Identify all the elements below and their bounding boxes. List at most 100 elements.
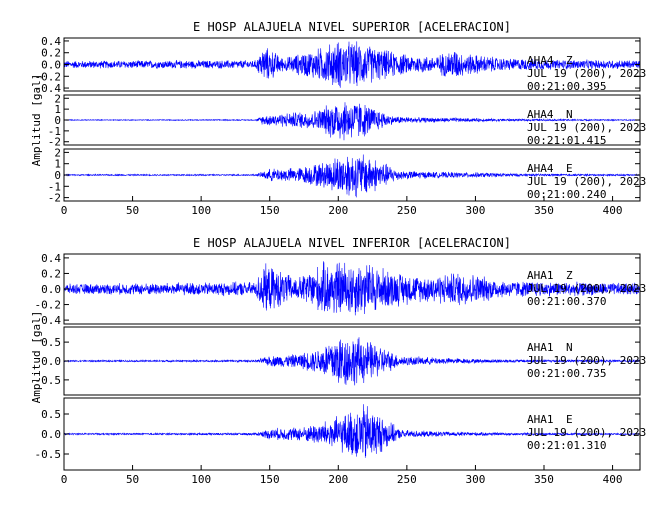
- y-tick-label: -0.5: [35, 374, 62, 387]
- bottom-panel-n-trace: [64, 337, 640, 386]
- top-ylabel: Amplitud [gal]: [30, 74, 43, 167]
- top-panel-n-component: N: [566, 108, 573, 121]
- bottom-panel-z-trace: [64, 261, 640, 316]
- top-panel-e-component: E: [566, 162, 573, 175]
- bottom-title: E HOSP ALAJUELA NIVEL INFERIOR [ACELERAC…: [193, 236, 511, 250]
- x-tick-label: 400: [603, 473, 623, 486]
- bottom-panel-z-time: 00:21:00.370: [527, 295, 606, 308]
- x-tick-label: 100: [191, 473, 211, 486]
- bottom-panel-n-component: N: [566, 341, 573, 354]
- y-tick-label: 0.0: [41, 355, 61, 368]
- y-tick-label: 1: [54, 158, 61, 171]
- bottom-panel-n-yticks: 0.5 0.0 -0.5: [35, 336, 640, 387]
- top-panel-z-date: JUL 19 (200), 2023: [527, 67, 646, 80]
- bottom-panel-e: 0.5 0.0 -0.5 AHA1 E JUL 19 (200), 2023 00:…: [35, 397, 646, 471]
- y-tick-label: 0.5: [41, 408, 61, 421]
- bottom-panel-z-date: JUL 19 (200), 2023: [527, 282, 646, 295]
- y-tick-label: -2: [48, 136, 61, 149]
- x-tick-label: 350: [534, 204, 554, 217]
- top-panel-z-yticks: 0.40.20.0-0.2-0.4: [35, 35, 640, 95]
- y-tick-label: 2: [54, 146, 61, 159]
- x-tick-label: 0: [61, 473, 68, 486]
- y-tick-label: -0.5: [35, 448, 62, 461]
- top-panel-n-trace: [64, 102, 640, 141]
- bottom-panel-n-station: AHA1: [527, 341, 554, 354]
- y-tick-label: -1: [48, 180, 61, 193]
- top-xticks: 0 50 100 150 200 250 300 350 400: [61, 196, 623, 217]
- y-tick-label: -2: [48, 192, 61, 205]
- x-tick-label: 150: [260, 473, 280, 486]
- y-tick-label: 0.4: [41, 35, 61, 48]
- waveform-line: [64, 102, 640, 141]
- x-tick-label: 150: [260, 204, 280, 217]
- x-tick-label: 250: [397, 204, 417, 217]
- y-tick-label: 0.4: [41, 252, 61, 265]
- bottom-panel-e-component: E: [566, 413, 573, 426]
- bottom-panel-e-trace: [64, 404, 640, 458]
- y-tick-label: -1: [48, 125, 61, 138]
- bottom-panel-z-yticks: 0.4 0.2 0.0 -0.2 -0.4: [35, 252, 640, 327]
- y-tick-label: 0.0: [41, 428, 61, 441]
- y-tick-label: -0.2: [35, 299, 62, 312]
- top-panel-z-trace: [64, 41, 640, 88]
- waveform-line: [64, 261, 640, 316]
- y-tick-label: 0.0: [41, 283, 61, 296]
- top-panel-e-yticks: 210-1-2: [48, 146, 640, 205]
- y-tick-label: 0.0: [41, 59, 61, 72]
- y-tick-label: -0.4: [35, 82, 62, 95]
- waveform-line: [64, 41, 640, 88]
- y-tick-label: 0: [54, 114, 61, 127]
- top-title: E HOSP ALAJUELA NIVEL SUPERIOR [ACELERAC…: [193, 20, 511, 34]
- x-tick-label: 200: [328, 204, 348, 217]
- x-tick-label: 100: [191, 204, 211, 217]
- top-panel-z-component: Z: [566, 54, 573, 67]
- x-tick-label: 350: [534, 473, 554, 486]
- top-panel-n-yticks: 210-1-2: [48, 92, 640, 149]
- y-tick-label: 0.5: [41, 336, 61, 349]
- bottom-xticks: 0 50 100 150 200 250 300 350 400: [61, 465, 623, 486]
- x-tick-label: 0: [61, 204, 68, 217]
- waveform-line: [64, 337, 640, 386]
- x-tick-label: 50: [126, 473, 139, 486]
- top-panel-n-date: JUL 19 (200), 2023: [527, 121, 646, 134]
- bottom-panel-z-station: AHA1: [527, 269, 554, 282]
- top-panel-e-time: 00:21:00.240: [527, 188, 606, 201]
- bottom-ylabel: Amplitud [gal]: [30, 311, 43, 404]
- x-tick-label: 300: [465, 473, 485, 486]
- bottom-panel-n-date: JUL 19 (200), 2023: [527, 354, 646, 367]
- waveform-line: [64, 404, 640, 458]
- x-tick-label: 200: [328, 473, 348, 486]
- top-panel-n: 210-1-2 AHA4 N JUL 19 (200), 2023 00:21:…: [48, 92, 646, 148]
- x-tick-label: 300: [465, 204, 485, 217]
- y-tick-label: 0.2: [41, 47, 61, 60]
- top-panel-z: 0.40.20.0-0.2-0.4 AHA4 Z JUL 19 (200), 2…: [35, 35, 647, 95]
- top-panel-e-trace: [64, 154, 640, 198]
- x-tick-label: 50: [126, 204, 139, 217]
- bottom-panel-z: 0.4 0.2 0.0 -0.2 -0.4 AHA1 Z JUL 19 (200), 2…: [35, 252, 647, 327]
- bottom-panel-z-component: Z: [566, 269, 573, 282]
- bottom-panel-n-time: 00:21:00.735: [527, 367, 606, 380]
- waveform-line: [64, 154, 640, 198]
- y-tick-label: 0.2: [41, 267, 61, 280]
- top-panel-z-time: 00:21:00.395: [527, 80, 606, 93]
- y-tick-label: 0: [54, 169, 61, 182]
- y-tick-label: -0.2: [35, 70, 62, 83]
- bottom-panel-n: 0.5 0.0 -0.5 AHA1 N JUL 19 (200), 2023 00:…: [35, 326, 646, 396]
- top-panel-e: 210-1-2 AHA4 E JUL 19 (200), 2023 00:21:…: [48, 146, 646, 204]
- top-panel-e-date: JUL 19 (200), 2023: [527, 175, 646, 188]
- x-tick-label: 400: [603, 204, 623, 217]
- bottom-panel-e-station: AHA1: [527, 413, 554, 426]
- bottom-panel-e-date: JUL 19 (200), 2023: [527, 426, 646, 439]
- bottom-panel-e-yticks: 0.5 0.0 -0.5: [35, 408, 640, 461]
- y-tick-label: -0.4: [35, 314, 62, 327]
- x-tick-label: 250: [397, 473, 417, 486]
- top-panel-n-station: AHA4: [527, 108, 554, 121]
- y-tick-label: 2: [54, 92, 61, 105]
- y-tick-label: 1: [54, 103, 61, 116]
- top-panel-z-station: AHA4: [527, 54, 554, 67]
- bottom-panel-e-time: 00:21:01.310: [527, 439, 606, 452]
- top-panel-e-station: AHA4: [527, 162, 554, 175]
- top-panel-n-time: 00:21:01.415: [527, 134, 606, 147]
